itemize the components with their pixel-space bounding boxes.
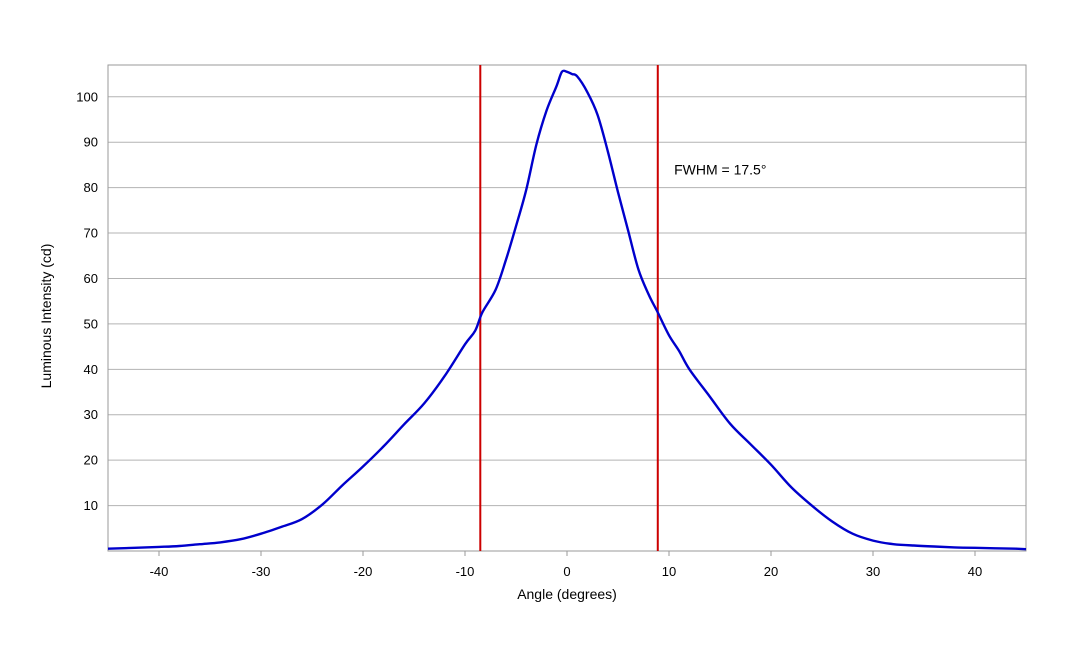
y-axis-title: Luminous Intensity (cd) xyxy=(38,244,54,389)
series-layer xyxy=(107,69,1027,551)
y-tick-label: 40 xyxy=(84,362,98,377)
x-tick-label: -20 xyxy=(354,564,373,579)
y-tick-labels: 10 20 30 40 50 60 70 80 90 100 xyxy=(76,89,98,513)
fwhm-annotation: FWHM = 17.5° xyxy=(674,161,766,177)
x-tick-label: 40 xyxy=(968,564,982,579)
y-tick-label: 80 xyxy=(84,180,98,195)
y-tick-label: 20 xyxy=(84,453,98,468)
y-tick-label: 100 xyxy=(76,89,98,104)
y-tick-label: 70 xyxy=(84,226,98,241)
x-tick-label: 0 xyxy=(563,564,570,579)
x-tick-label: -40 xyxy=(150,564,169,579)
y-tick-label: 50 xyxy=(84,316,98,331)
x-tick-label: -30 xyxy=(252,564,271,579)
plot-area-frame xyxy=(107,64,1027,552)
x-tick-labels: -40 -30 -20 -10 0 10 20 30 40 xyxy=(150,551,982,579)
y-tick-label: 60 xyxy=(84,271,98,286)
y-tick-label: 30 xyxy=(84,407,98,422)
x-tick-label: 20 xyxy=(764,564,778,579)
x-tick-label: 30 xyxy=(866,564,880,579)
y-tick-label: 90 xyxy=(84,135,98,150)
x-tick-label: 10 xyxy=(662,564,676,579)
y-tick-label: 10 xyxy=(84,498,98,513)
fwhm-markers xyxy=(479,65,659,551)
grid xyxy=(108,96,1026,552)
x-axis-title: Angle (degrees) xyxy=(517,586,617,602)
x-tick-label: -10 xyxy=(456,564,475,579)
series-line-0 xyxy=(107,69,1027,551)
